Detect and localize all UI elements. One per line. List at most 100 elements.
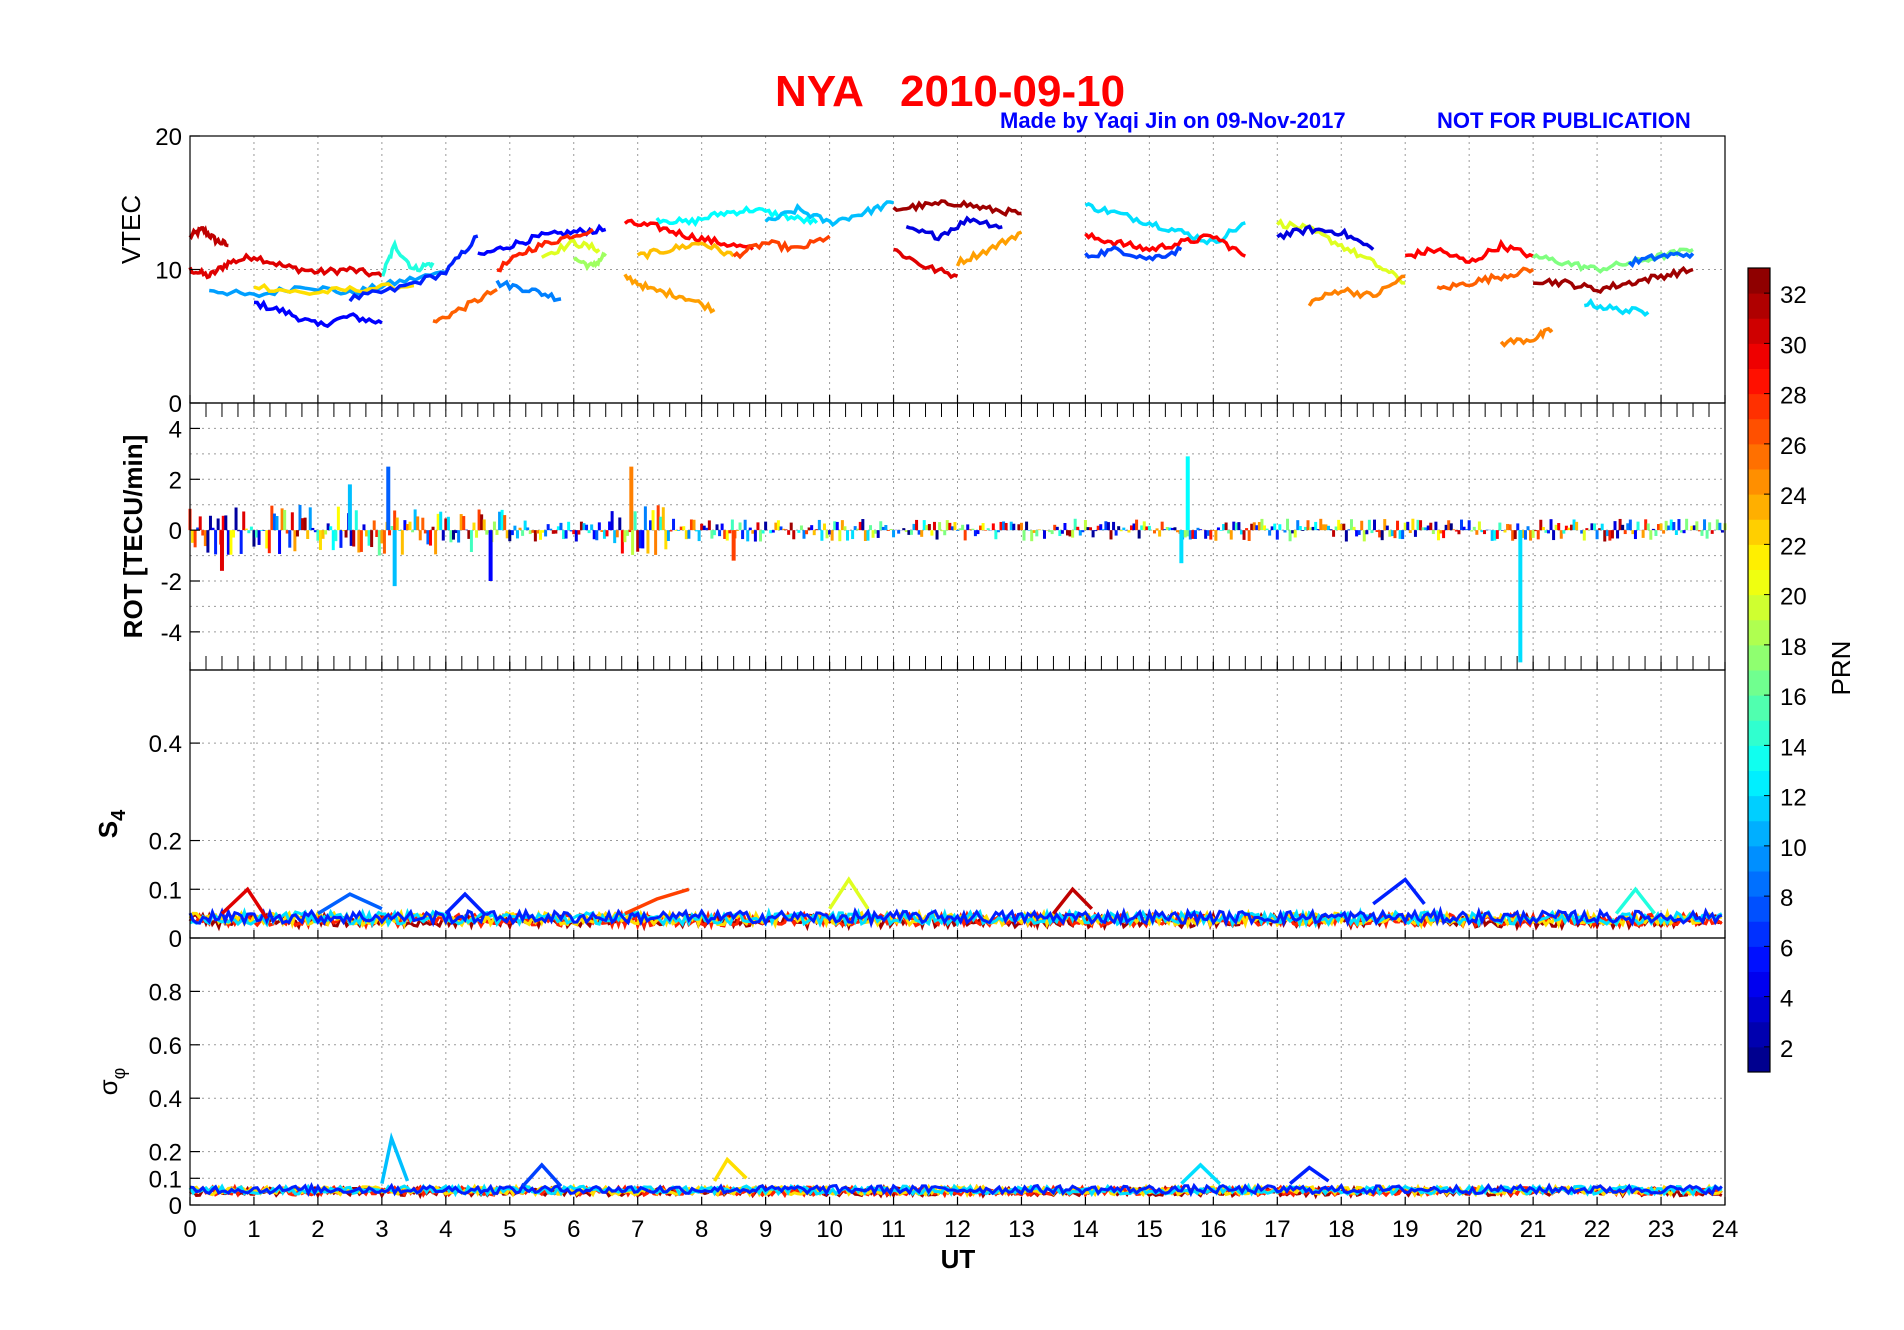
x-tick-label: 12: [944, 1216, 971, 1243]
s4-peak-prn-20: [828, 876, 870, 910]
colorbar-swatch: [1748, 293, 1770, 319]
y-tick-label: -2: [161, 569, 182, 596]
y-tick-label: 2: [169, 467, 182, 494]
x-tick-label: 9: [759, 1216, 772, 1243]
x-tick-label: 18: [1328, 1216, 1355, 1243]
s4-trace-prn-6: [188, 905, 1723, 929]
colorbar-tick-label: 28: [1780, 383, 1807, 410]
vtec-trace-prn-30: [893, 247, 959, 280]
y-tick-label: -4: [161, 620, 182, 647]
vtec-trace-prn-28: [496, 228, 594, 273]
colorbar-tick-label: 8: [1780, 885, 1793, 912]
colorbar-swatch: [1748, 720, 1770, 746]
series-rot: [188, 456, 1727, 663]
colorbar-swatch: [1748, 795, 1770, 822]
y-axis-label-sigma-phi: σφ: [93, 1068, 129, 1096]
colorbar-swatch: [1748, 971, 1770, 998]
vtec-trace-prn-25: [1499, 326, 1554, 348]
x-tick-label: 6: [567, 1216, 580, 1243]
colorbar-swatch: [1748, 494, 1770, 520]
x-tick-label: 15: [1136, 1216, 1163, 1243]
y-tick-label: 0.1: [149, 1166, 182, 1193]
x-tick-label: 23: [1648, 1216, 1675, 1243]
x-tick-label: 7: [631, 1216, 644, 1243]
colorbar-swatch: [1748, 695, 1770, 721]
x-tick-label: 14: [1072, 1216, 1099, 1243]
x-tick-label: 20: [1456, 1216, 1483, 1243]
y-tick-label: 0.6: [149, 1033, 182, 1060]
x-tick-label: 22: [1584, 1216, 1611, 1243]
colorbar-tick-label: 10: [1780, 835, 1807, 862]
x-tick-label: 8: [695, 1216, 708, 1243]
colorbar-swatch: [1748, 594, 1770, 621]
vtec-trace-prn-29: [1404, 238, 1534, 265]
vtec-trace-prn-9: [495, 279, 562, 303]
vtec-trace-prn-12: [1583, 298, 1650, 318]
vtec-trace-prn-26: [432, 287, 498, 324]
s4-peak-prn-30: [220, 886, 269, 920]
vtec-trace-prn-20: [540, 238, 601, 259]
sigma_phi-peak-prn-7: [521, 1162, 563, 1188]
vtec-trace-prn-29: [1084, 231, 1247, 258]
y-tick-label: 0: [169, 1193, 182, 1220]
vtec-trace-prn-30: [188, 252, 384, 280]
x-tick-label: 16: [1200, 1216, 1227, 1243]
series-sigma_phi: [188, 1132, 1723, 1200]
vtec-trace-prn-5: [477, 223, 607, 257]
x-axis-label: UT: [941, 1244, 976, 1274]
vtec-trace-prn-26: [1436, 266, 1535, 292]
colorbar-tick-label: 26: [1780, 433, 1807, 460]
colorbar-swatch: [1748, 569, 1770, 596]
y-axis-label-rot: ROT [TECU/min]: [118, 435, 148, 639]
colorbar-swatch: [1748, 619, 1770, 646]
series-s4: [188, 876, 1723, 932]
vtec-trace-prn-12: [1084, 201, 1246, 246]
colorbar-label: PRN: [1826, 641, 1856, 696]
vtec-trace-prn-4: [1276, 224, 1375, 251]
y-tick-label: 0.4: [149, 731, 182, 758]
s4-peak-prn-8: [316, 892, 383, 916]
sigma_phi-peak-prn-11: [380, 1132, 410, 1184]
x-tick-label: 3: [375, 1216, 388, 1243]
colorbar-swatch: [1748, 845, 1770, 872]
s4-peak-prn-14: [1614, 886, 1656, 915]
x-tick-label: 5: [503, 1216, 516, 1243]
y-axis-label-vtec: VTEC: [116, 195, 146, 264]
colorbar-swatch: [1748, 820, 1770, 847]
s4-peak-prn-6: [444, 891, 486, 915]
panel-vtec: 0 10 20 VTEC: [116, 124, 1726, 418]
sigma_phi-peak-prn-6: [1288, 1165, 1330, 1185]
vtec-trace-prn-23: [636, 241, 735, 261]
y-tick-label: 0.4: [149, 1086, 182, 1113]
colorbar-swatch: [1748, 268, 1770, 294]
x-tick-label: 11: [881, 1216, 906, 1243]
y-tick-label: 0.2: [149, 1140, 182, 1167]
vtec-trace-prn-7: [1084, 245, 1183, 262]
colorbar-tick-label: 4: [1780, 986, 1793, 1013]
x-tick-label: 21: [1520, 1216, 1547, 1243]
colorbar-swatch: [1748, 1021, 1770, 1048]
colorbar-swatch: [1748, 770, 1770, 797]
colorbar-swatch: [1748, 1046, 1770, 1073]
vtec-trace-prn-29: [623, 218, 755, 251]
y-tick-label: 0.1: [149, 877, 182, 904]
title-station: NYA: [775, 67, 864, 116]
colorbar-tick-label: 16: [1780, 684, 1807, 711]
s4-peak-prn-27: [624, 887, 690, 916]
vtec-trace-prn-11: [764, 200, 894, 228]
colorbar-swatch: [1748, 544, 1770, 570]
vtec-trace-prn-14: [381, 238, 435, 277]
colorbar-tick-label: 6: [1780, 935, 1793, 962]
colorbar-swatch: [1748, 519, 1770, 545]
colorbar-swatch: [1748, 418, 1770, 445]
vtec-trace-prn-25: [1307, 274, 1406, 307]
colorbar-tick-label: 20: [1780, 584, 1807, 611]
vtec-trace-prn-18: [572, 251, 608, 272]
y-tick-label: 0: [169, 926, 182, 953]
x-tick-label: 19: [1392, 1216, 1419, 1243]
colorbar-swatch: [1748, 393, 1770, 420]
sigma_phi-peak-prn-12: [1180, 1162, 1221, 1185]
y-tick-label: 0.2: [149, 829, 182, 856]
panel-rot: -4 -2 0 2 4 ROT [TECU/min]: [118, 402, 1727, 671]
